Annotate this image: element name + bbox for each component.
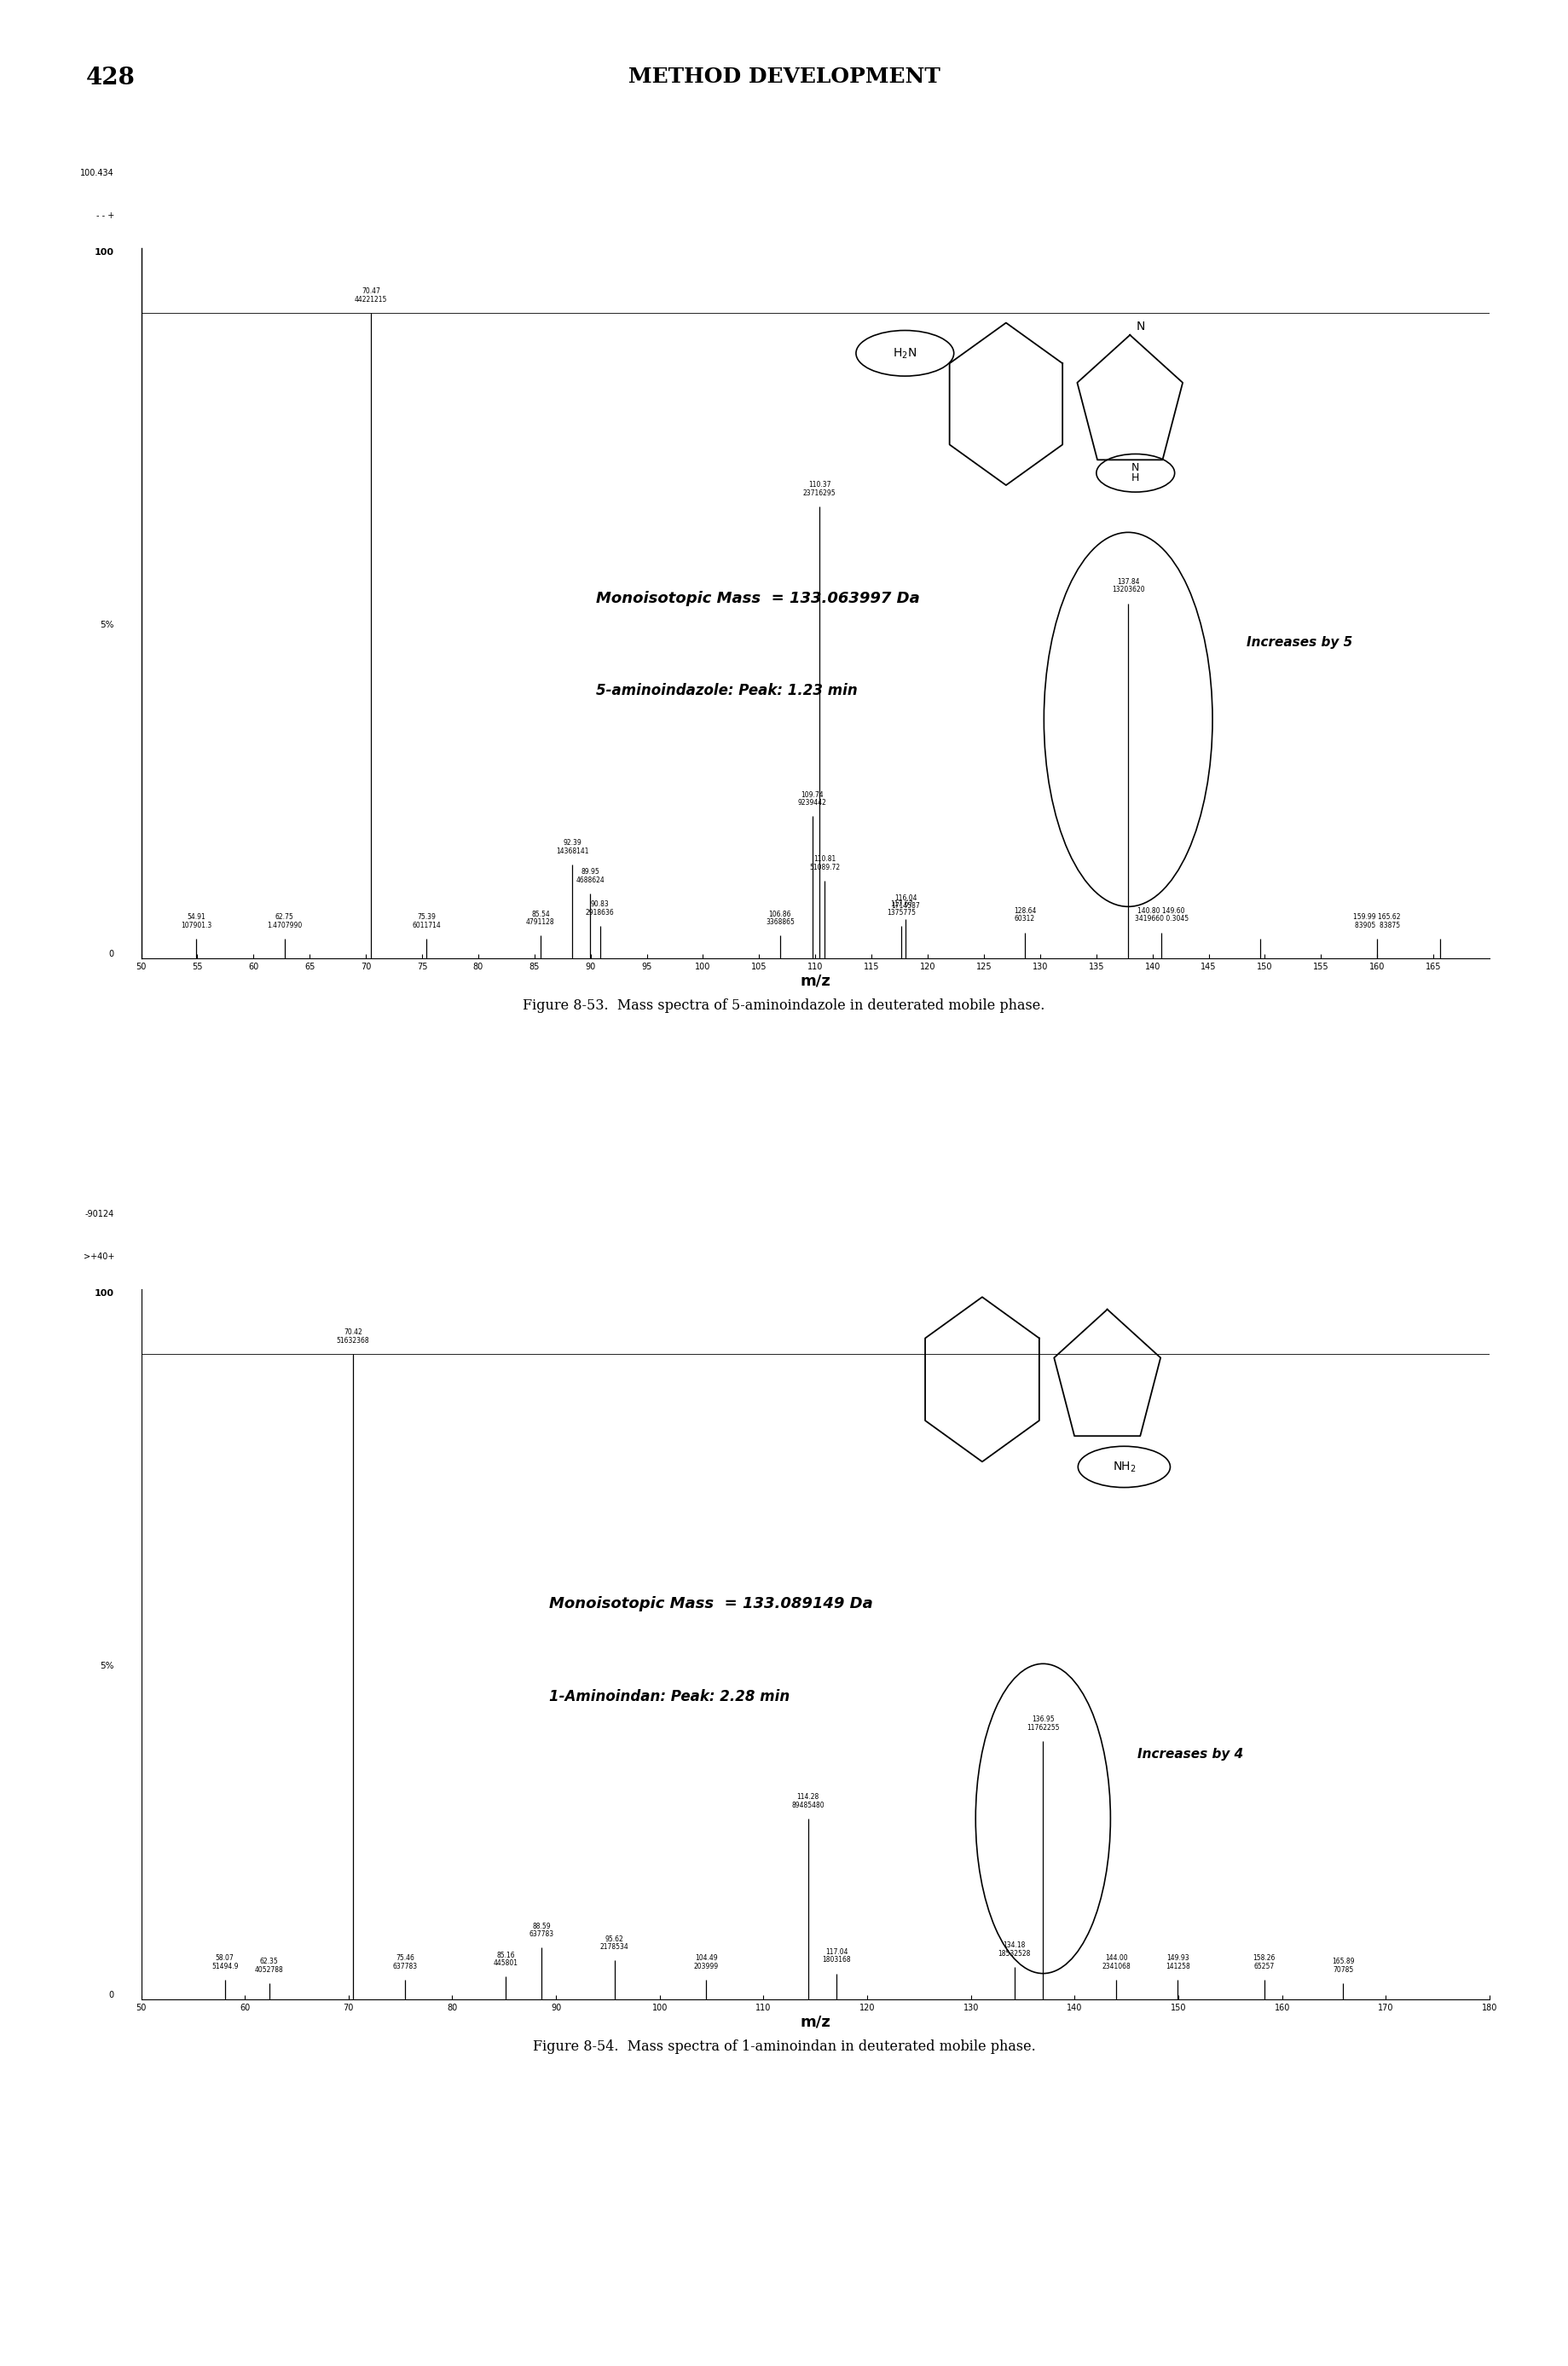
Text: 117.04
1803168: 117.04 1803168 [822,1947,851,1964]
Text: 100.434: 100.434 [80,168,114,177]
Text: 0: 0 [108,949,114,958]
Text: 116.04
1714587: 116.04 1714587 [891,894,920,911]
Text: 158.26
65257: 158.26 65257 [1253,1954,1275,1971]
Text: 104.49
203999: 104.49 203999 [695,1954,718,1971]
Text: 70.42
51632368: 70.42 51632368 [337,1330,370,1344]
Text: 0: 0 [108,1990,114,1999]
Text: 110.37
23716295: 110.37 23716295 [803,480,836,497]
Text: 117.67
1375775: 117.67 1375775 [887,901,916,916]
Text: 89.95
4688624: 89.95 4688624 [575,868,604,885]
Text: Figure 8-54.  Mass spectra of 1-aminoindan in deuterated mobile phase.: Figure 8-54. Mass spectra of 1-aminoinda… [533,2039,1035,2054]
Text: N: N [1137,319,1146,331]
Text: H$_2$N: H$_2$N [892,345,917,360]
Text: 62.35
4052788: 62.35 4052788 [256,1957,284,1973]
Text: 128.64
60312: 128.64 60312 [1013,906,1036,923]
Text: 144.00
2341068: 144.00 2341068 [1102,1954,1131,1971]
Text: 114.28
89485480: 114.28 89485480 [792,1793,825,1810]
Text: 106.86
3368865: 106.86 3368865 [765,911,795,925]
Text: 5%: 5% [100,620,114,629]
Text: 110.81
51089.72: 110.81 51089.72 [809,856,840,871]
Text: 58.07
51494.9: 58.07 51494.9 [212,1954,238,1971]
Text: 5%: 5% [100,1661,114,1670]
Text: 100: 100 [94,1289,114,1299]
Text: 75.46
637783: 75.46 637783 [394,1954,417,1971]
Text: METHOD DEVELOPMENT: METHOD DEVELOPMENT [629,66,939,88]
Text: 85.16
445801: 85.16 445801 [494,1952,517,1966]
Text: 100: 100 [94,248,114,258]
Text: Figure 8-53.  Mass spectra of 5-aminoindazole in deuterated mobile phase.: Figure 8-53. Mass spectra of 5-aminoinda… [524,998,1044,1013]
Text: Increases by 5: Increases by 5 [1247,636,1352,648]
Text: 149.93
141258: 149.93 141258 [1165,1954,1190,1971]
Text: 428: 428 [86,66,135,90]
Text: 134.18
18532528: 134.18 18532528 [997,1942,1030,1957]
Text: - - +: - - + [96,211,114,220]
Text: 92.39
14368141: 92.39 14368141 [557,840,590,854]
Text: 75.39
6011714: 75.39 6011714 [412,913,441,930]
Text: 136.95
11762255: 136.95 11762255 [1027,1715,1060,1732]
Text: N
H: N H [1132,461,1140,483]
Text: 70.47
44221215: 70.47 44221215 [354,289,387,303]
Text: 95.62
2178534: 95.62 2178534 [601,1935,629,1952]
Text: 137.84
13203620: 137.84 13203620 [1112,577,1145,594]
Text: 5-aminoindazole: Peak: 1.23 min: 5-aminoindazole: Peak: 1.23 min [596,684,858,698]
Text: 1-Aminoindan: Peak: 2.28 min: 1-Aminoindan: Peak: 2.28 min [549,1689,789,1704]
Text: 159.99 165.62
83905  83875: 159.99 165.62 83905 83875 [1353,913,1400,930]
Text: Monoisotopic Mass  = 133.089149 Da: Monoisotopic Mass = 133.089149 Da [549,1597,872,1611]
Text: NH$_2$: NH$_2$ [1112,1460,1135,1474]
Text: Increases by 4: Increases by 4 [1137,1748,1243,1760]
X-axis label: m/z: m/z [800,972,831,989]
Text: 90.83
2918636: 90.83 2918636 [585,901,615,916]
Text: 62.75
1.4707990: 62.75 1.4707990 [267,913,303,930]
Text: 88.59
637783: 88.59 637783 [528,1921,554,1938]
Text: 140.80 149.60
3419660 0.3045: 140.80 149.60 3419660 0.3045 [1135,906,1189,923]
Text: 165.89
70785: 165.89 70785 [1331,1957,1355,1973]
X-axis label: m/z: m/z [800,2013,831,2030]
Text: 85.54
4791128: 85.54 4791128 [527,911,555,925]
Text: 54.91
107901.3: 54.91 107901.3 [180,913,212,930]
Text: -90124: -90124 [85,1209,114,1218]
Text: >+40+: >+40+ [83,1252,114,1261]
Text: 109.74
9239442: 109.74 9239442 [798,790,826,807]
Text: Monoisotopic Mass  = 133.063997 Da: Monoisotopic Mass = 133.063997 Da [596,592,919,606]
